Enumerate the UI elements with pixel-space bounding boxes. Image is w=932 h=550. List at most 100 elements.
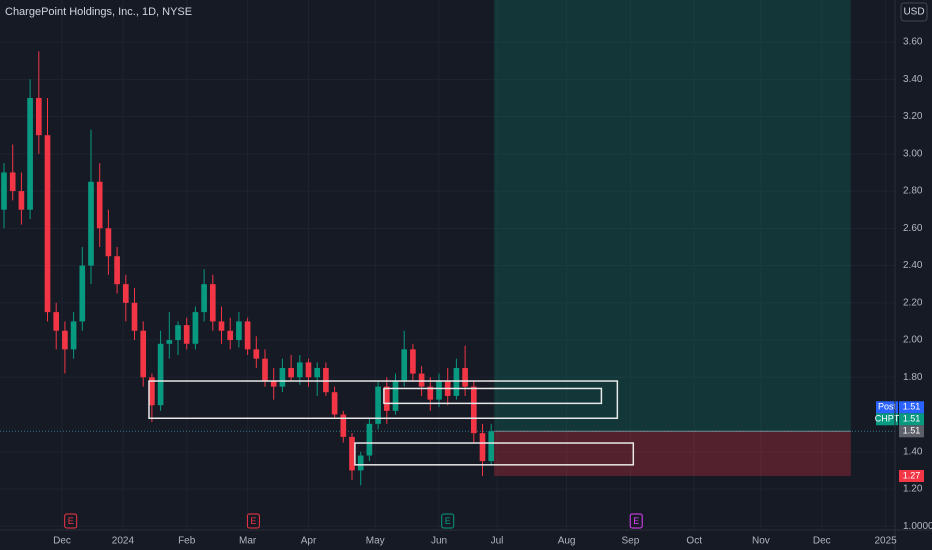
candle-body [227, 330, 234, 341]
candle-body [131, 302, 138, 331]
candle-body [105, 228, 112, 257]
x-tick-label: Sep [622, 536, 640, 547]
price-tag-value: 1.27 [903, 470, 921, 480]
y-tick-label: 3.20 [903, 111, 923, 122]
candle-body [236, 321, 242, 341]
candle-body [114, 256, 120, 285]
price-tag-name-bg [876, 401, 898, 414]
x-tick-label: Aug [558, 536, 576, 547]
candle-body [410, 349, 416, 374]
candle-body [340, 414, 347, 437]
chart-title: ChargePoint Holdings, Inc., 1D, NYSE [5, 6, 192, 18]
price-tag-value: 1.51 [903, 426, 921, 436]
price-tag-name: Post [878, 402, 897, 412]
x-tick-label: Jun [431, 536, 447, 547]
candle-body [209, 284, 216, 322]
candle-body [479, 433, 486, 462]
candle-body [279, 367, 286, 387]
y-tick-label: 2.60 [903, 223, 923, 234]
candle-body [175, 325, 181, 341]
candle-body [192, 312, 199, 344]
y-tick-label: 3.40 [903, 74, 923, 85]
candle-body [470, 386, 477, 434]
candle-body [140, 330, 147, 378]
candle-body [79, 265, 86, 322]
candle-body [349, 436, 355, 471]
x-tick-label: Nov [752, 536, 770, 547]
candle-body [427, 386, 434, 400]
candle-body [488, 431, 495, 462]
candle-body [253, 349, 260, 359]
candle-body [53, 312, 60, 331]
candle-body [1, 172, 7, 210]
y-tick-label: 1.20 [903, 484, 923, 495]
earnings-label: E [633, 516, 639, 526]
earnings-marker [629, 513, 643, 529]
y-tick-label: 2.20 [903, 297, 923, 308]
x-tick-label: May [366, 536, 385, 547]
candle-body [357, 455, 364, 471]
x-tick-label: 2024 [112, 536, 135, 547]
candle-body [96, 181, 103, 229]
candle-body [323, 367, 329, 393]
y-tick-label: 1.0000 [903, 521, 932, 532]
price-tag-name-bg [876, 413, 898, 426]
candle-body [366, 423, 373, 456]
candle-body [453, 367, 460, 396]
candle-body [436, 381, 442, 400]
x-tick-label: Mar [239, 536, 257, 547]
candle-body [401, 349, 408, 382]
earnings-label: E [445, 516, 451, 526]
price-tag [899, 469, 924, 482]
candle-body [331, 392, 338, 415]
price-tag [899, 401, 924, 414]
candle-body [270, 381, 277, 387]
candle-body [288, 367, 294, 378]
currency-button[interactable] [900, 2, 928, 22]
earnings-label: E [68, 516, 74, 526]
loss-zone [494, 431, 851, 476]
candle-body [462, 367, 468, 387]
price-tag [899, 425, 924, 438]
price-tag-value: 1.51 [903, 414, 921, 424]
candle-body [218, 321, 225, 331]
currency[interactable]: USD [903, 7, 924, 18]
zone-rectangle [383, 387, 603, 405]
candle-body [375, 386, 381, 424]
x-tick-label: 2025 [874, 536, 897, 547]
x-tick-label: Apr [301, 536, 317, 547]
candle-body [44, 135, 51, 313]
y-tick-label: 2.80 [903, 186, 923, 197]
y-tick-label: 3.00 [903, 148, 923, 159]
x-tick-label: Dec [53, 536, 71, 547]
candle-body [418, 373, 425, 387]
candle-body [122, 284, 129, 303]
earnings-marker [64, 513, 78, 529]
candle-body [149, 377, 155, 406]
candle-body [62, 330, 68, 350]
x-tick-label: Oct [686, 536, 702, 547]
candle-body [166, 340, 173, 344]
candle-body [27, 97, 33, 210]
y-tick-label: 1.40 [903, 446, 923, 457]
price-tag-name: CHPT [875, 414, 900, 424]
candle-body [157, 343, 164, 406]
zone-rectangle [148, 380, 619, 420]
candle-body [183, 325, 190, 344]
candle-body [35, 97, 42, 136]
price-tag [899, 413, 924, 426]
candle-body [244, 321, 251, 350]
price-tag-value: 1.51 [903, 402, 921, 412]
candle-body [201, 284, 207, 313]
y-tick-label: 2.00 [903, 335, 923, 346]
candle-body [392, 381, 399, 411]
profit-zone [494, 0, 851, 432]
candle-body [296, 362, 303, 378]
zone-rectangle [354, 442, 635, 466]
candle-body [383, 386, 390, 411]
y-tick-label: 3.60 [903, 37, 923, 48]
y-tick-label: 1.80 [903, 372, 923, 383]
x-tick-label: Feb [178, 536, 196, 547]
